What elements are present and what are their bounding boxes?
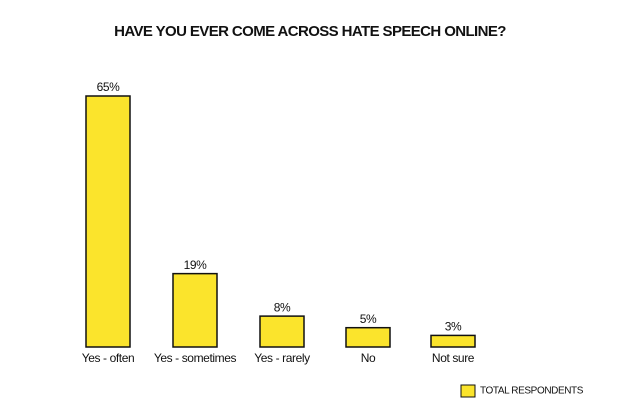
bar bbox=[430, 334, 476, 348]
legend-swatch bbox=[460, 384, 476, 398]
x-tick-label: Not sure bbox=[432, 351, 475, 365]
legend-label: TOTAL RESPONDENTS bbox=[480, 386, 584, 397]
x-tick-label: Yes - rarely bbox=[254, 351, 310, 365]
chart-title: HAVE YOU EVER COME ACROSS HATE SPEECH ON… bbox=[114, 23, 506, 40]
value-label: 65% bbox=[97, 80, 121, 94]
value-label: 19% bbox=[184, 258, 208, 272]
value-label: 5% bbox=[360, 312, 377, 326]
value-label: 8% bbox=[274, 300, 291, 314]
x-tick-label: No bbox=[361, 351, 376, 365]
bar bbox=[259, 315, 305, 348]
bar bbox=[85, 95, 131, 348]
x-tick-label: Yes - often bbox=[82, 351, 135, 365]
x-tick-label: Yes - sometimes bbox=[154, 351, 237, 365]
bar bbox=[345, 326, 391, 348]
value-label: 3% bbox=[445, 320, 462, 334]
bar bbox=[172, 272, 218, 348]
